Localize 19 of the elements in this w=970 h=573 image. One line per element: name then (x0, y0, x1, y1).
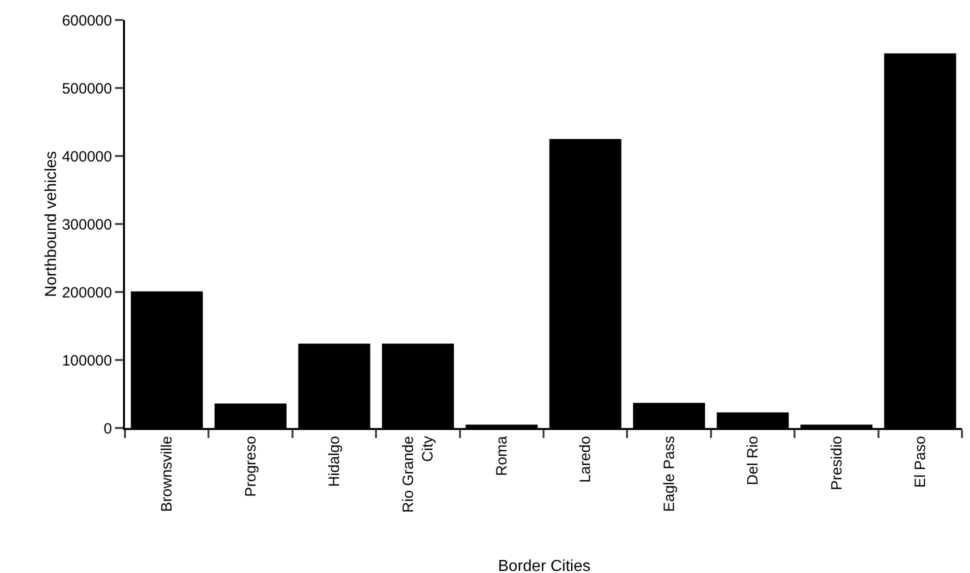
x-tick-label: Eagle Pass (660, 436, 678, 512)
y-tick-label: 200000 (62, 284, 112, 302)
x-axis-title: Border Cities (498, 558, 590, 573)
y-tick-label: 0 (104, 420, 112, 438)
x-tick-label: Progreso (242, 436, 260, 497)
x-tick-label: Rio Grande City (400, 436, 437, 513)
y-tick-label: 300000 (62, 216, 112, 234)
x-tick-label: Presidio (828, 436, 846, 490)
y-axis-title: Northbound vehicles (42, 151, 60, 297)
y-tick-label: 100000 (62, 352, 112, 370)
x-tick-label: Hidalgo (326, 436, 344, 487)
x-tick-label: Roma (494, 435, 511, 476)
x-tick-label: Laredo (577, 436, 594, 483)
x-tick-label: El Paso (912, 436, 930, 488)
x-tick-label: Del Rio (744, 436, 762, 486)
y-tick-label: 500000 (62, 80, 112, 98)
y-tick-label: 400000 (62, 148, 112, 166)
y-tick-label: 600000 (62, 12, 112, 30)
x-tick-label: Brownsville (158, 436, 176, 512)
